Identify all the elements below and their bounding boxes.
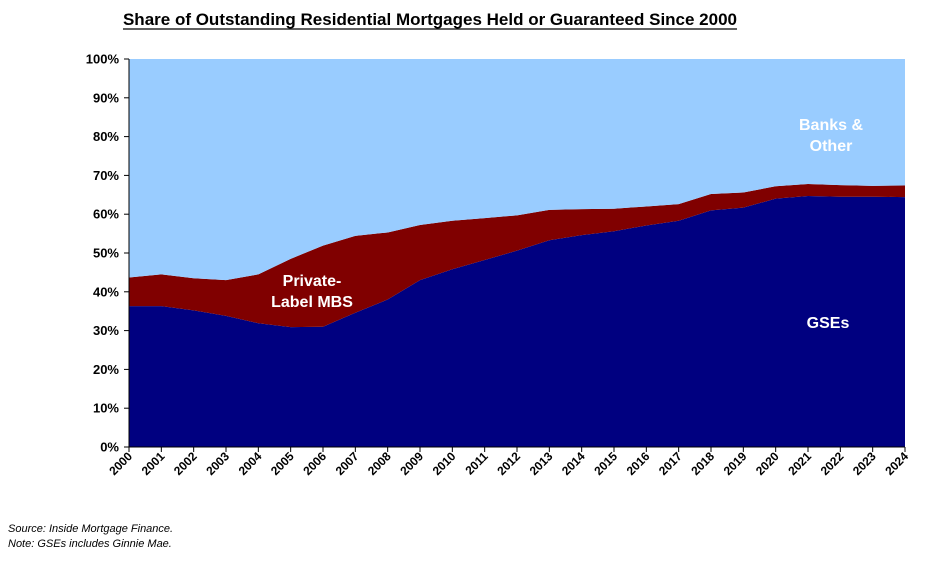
x-tick-label: 2002: [171, 449, 200, 478]
x-tick-label: 2021: [785, 449, 814, 478]
x-tick-label: 2022: [818, 449, 847, 478]
y-tick-label: 60%: [93, 207, 119, 222]
series-label-line: Label MBS: [271, 294, 353, 311]
y-tick-label: 100%: [86, 52, 120, 67]
area-private-label-mbs: [129, 183, 905, 328]
x-tick-label: 2015: [591, 449, 620, 478]
x-tick-label: 2007: [333, 449, 362, 478]
gse-note: Note: GSEs includes Ginnie Mae.: [8, 538, 172, 550]
series-label-banks-other: Banks & Other: [799, 117, 863, 155]
y-tick-label: 20%: [93, 362, 119, 377]
y-tick-label: 10%: [93, 401, 119, 416]
y-tick-label: 0%: [100, 440, 119, 455]
y-tick-label: 90%: [93, 90, 119, 105]
y-tick-label: 40%: [93, 284, 119, 299]
y-tick-label: 70%: [93, 168, 119, 183]
x-tick-label: 2020: [753, 449, 782, 478]
y-tick-label: 50%: [93, 246, 119, 261]
x-tick-label: 2001: [139, 449, 168, 478]
area-gses: [129, 195, 905, 447]
x-tick-label: 2016: [624, 449, 653, 478]
series-label-gses: GSEs: [807, 315, 850, 332]
x-tick-label: 2013: [527, 449, 556, 478]
x-tick-label: 2004: [236, 449, 265, 478]
x-tick-label: 2017: [656, 449, 685, 478]
x-tick-label: 2018: [688, 449, 717, 478]
series-label-line: GSEs: [807, 315, 850, 332]
series-labels: GSEs Private- Label MBS Banks & Other: [271, 117, 863, 332]
x-tick-label: 2014: [559, 449, 588, 478]
series-label-line: Private-: [283, 273, 342, 290]
y-tick-label: 80%: [93, 129, 119, 144]
source-note: Source: Inside Mortgage Finance.: [8, 523, 174, 535]
series-label-line: Other: [810, 138, 853, 155]
y-tick-label: 30%: [93, 323, 119, 338]
x-tick-label: 2005: [268, 449, 297, 478]
x-tick-label: 2024: [882, 449, 911, 478]
x-tick-label: 2003: [203, 449, 232, 478]
area-banks-other: [129, 59, 905, 281]
x-tick-label: 2011: [462, 449, 491, 478]
x-tick-label: 2010: [430, 449, 459, 478]
x-tick-label: 2006: [300, 449, 329, 478]
series-label-private-label-mbs: Private- Label MBS: [271, 273, 353, 311]
x-tick-label: 2023: [850, 449, 879, 478]
plot-area: [129, 59, 905, 447]
series-label-line: Banks &: [799, 117, 863, 134]
x-tick-label: 2009: [397, 449, 426, 478]
chart-title: Share of Outstanding Residential Mortgag…: [123, 10, 737, 29]
x-tick-label: 2008: [365, 449, 394, 478]
x-tick-label: 2012: [494, 449, 523, 478]
x-tick-label: 2019: [721, 449, 750, 478]
